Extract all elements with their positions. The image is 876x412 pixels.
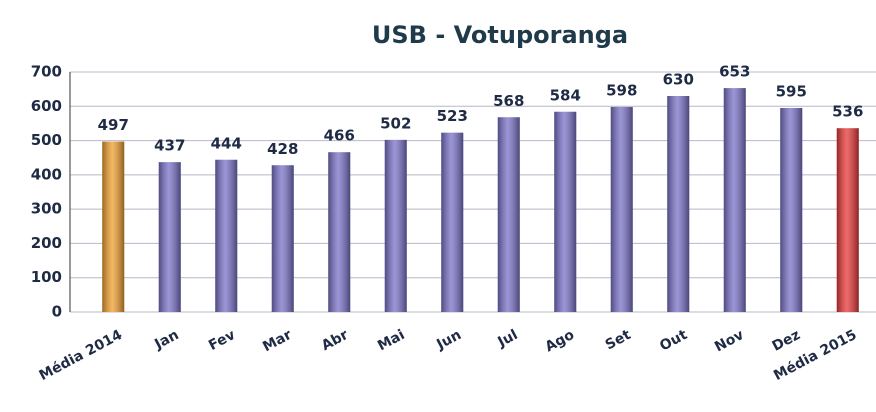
y-tick-label: 500 <box>31 131 62 149</box>
data-label: 595 <box>776 83 807 101</box>
x-tick-label: Mai <box>375 327 407 354</box>
bar-shade <box>723 88 746 312</box>
x-tick-label: Jul <box>494 327 520 351</box>
data-label: 568 <box>493 92 524 110</box>
x-tick-label: Abr <box>319 327 351 354</box>
bar-shade <box>158 162 181 312</box>
bar-shade <box>384 139 407 312</box>
bar-shade <box>836 128 859 312</box>
bar-shade <box>497 117 520 312</box>
bar-shade <box>328 152 351 312</box>
data-label: 598 <box>606 81 637 99</box>
data-label: 653 <box>719 63 750 81</box>
bar-shade <box>102 141 125 312</box>
x-tick-label: Jan <box>151 327 181 353</box>
x-tick-label: Fev <box>206 327 238 354</box>
x-tick-label: Nov <box>712 327 746 355</box>
y-tick-label: 100 <box>31 268 62 286</box>
y-tick-label: 400 <box>31 165 62 183</box>
bar-shade <box>215 159 238 312</box>
bar-shade <box>667 96 690 312</box>
y-tick-label: 700 <box>31 63 62 81</box>
data-label: 630 <box>663 71 694 89</box>
x-tick-label: Média 2014 <box>37 327 126 384</box>
bar-shade <box>554 111 577 313</box>
bar-shade <box>441 132 464 312</box>
data-label: 428 <box>267 140 298 158</box>
x-tick-label: Out <box>657 327 690 355</box>
x-tick-label: Set <box>603 327 634 354</box>
data-label: 466 <box>324 127 355 145</box>
x-tick-label: Dez <box>770 327 803 355</box>
data-label: 584 <box>550 86 581 104</box>
data-label: 502 <box>380 114 411 132</box>
bar-shade <box>610 106 633 312</box>
bar-shade <box>271 165 294 312</box>
x-tick-label: Ago <box>543 327 578 356</box>
data-label: 536 <box>832 103 863 121</box>
bar-shade <box>780 108 803 312</box>
data-label: 497 <box>98 116 129 134</box>
y-tick-label: 600 <box>31 97 62 115</box>
x-tick-label: Mar <box>260 327 294 355</box>
y-tick-label: 200 <box>31 234 62 252</box>
y-tick-label: 300 <box>31 200 62 218</box>
chart-title: USB - Votuporanga <box>372 21 628 49</box>
x-tick-label: Jun <box>433 327 464 353</box>
data-label: 437 <box>154 137 185 155</box>
data-label: 444 <box>211 134 242 152</box>
y-tick-label: 0 <box>52 303 62 321</box>
data-label: 523 <box>437 107 468 125</box>
